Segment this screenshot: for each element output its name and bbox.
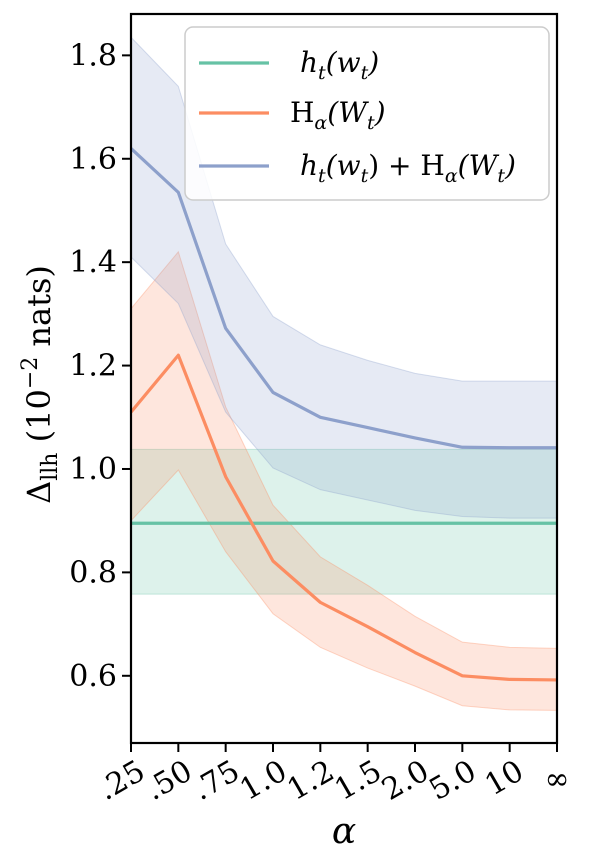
legend: ht(wt)Hα(Wt)ht(wt) + Hα(Wt)	[184, 26, 550, 201]
x-tick-label: ∞	[545, 762, 570, 797]
legend-part: t	[367, 112, 375, 134]
y-tick-label: 0.6	[69, 659, 117, 694]
y-tick-label: 1.6	[69, 142, 117, 177]
axes-frame	[129, 12, 559, 745]
legend-part: α	[314, 112, 327, 134]
x-tick-label: 10	[479, 754, 530, 803]
legend-part: (w	[326, 46, 361, 79]
y-label-unit-close: nats)	[20, 265, 58, 357]
legend-label-combined: ht(wt) + Hα(Wt)	[300, 149, 516, 187]
y-tick-label: 1.2	[69, 349, 117, 384]
x-tick-label: 5.0	[424, 754, 483, 808]
legend-part: (W	[458, 149, 500, 182]
legend-part: t	[361, 165, 369, 187]
y-axis-label: Δllh (10−2 nats)	[18, 265, 63, 504]
legend-part: t	[318, 62, 326, 84]
x-axis-label: α	[332, 811, 356, 851]
y-tick-label: 1.4	[69, 245, 117, 280]
legend-part: t	[497, 165, 505, 187]
y-label-sub: llh	[38, 453, 63, 481]
y-tick-label: 0.8	[69, 555, 117, 590]
y-label-exp: −2	[18, 357, 43, 389]
y-tick-label: 1.0	[69, 452, 117, 487]
line-combined	[129, 147, 557, 450]
legend-label-h-alpha: Hα(Wt)	[290, 96, 386, 134]
legend-part: h	[300, 46, 318, 79]
legend-box	[184, 26, 550, 201]
legend-part: H	[290, 96, 314, 129]
legend-part: (W	[327, 96, 369, 129]
legend-part: )	[504, 149, 516, 182]
legend-part: )	[374, 96, 386, 129]
y-label-unit: (10	[20, 389, 58, 452]
y-axis-label-text: Δllh (10−2 nats)	[18, 265, 63, 504]
legend-part: h	[300, 149, 318, 182]
legend-part: α	[445, 165, 458, 187]
y-label-main: Δ	[20, 481, 58, 504]
legend-part: t	[361, 62, 369, 84]
legend-label-h-t: ht(wt)	[300, 46, 379, 84]
legend-part: (w	[326, 149, 361, 182]
legend-part: ) + H	[368, 149, 445, 182]
line-h-alpha	[129, 353, 558, 682]
legend-part: )	[367, 46, 379, 79]
legend-part: t	[318, 165, 326, 187]
series-lines	[129, 147, 558, 682]
x-axis-ticks: .25.50.751.01.21.52.05.010 ∞	[92, 743, 570, 808]
y-axis-ticks: 0.6 0.8 1.0 1.2 1.4 1.6 1.8	[69, 38, 131, 694]
y-tick-label: 1.8	[69, 38, 117, 73]
